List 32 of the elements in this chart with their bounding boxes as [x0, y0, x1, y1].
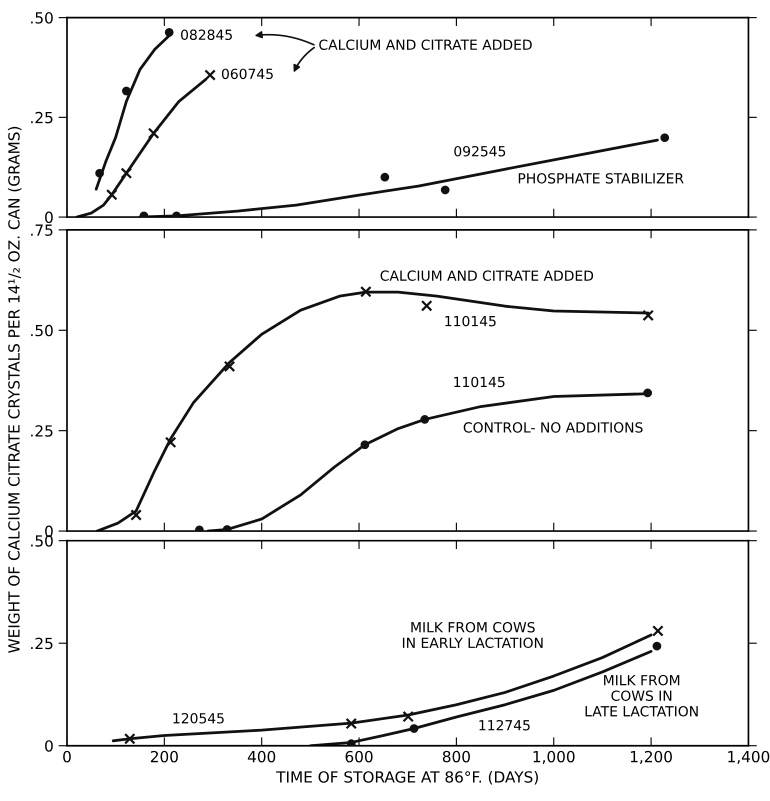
annotation: 112745 [479, 720, 530, 730]
x-tick-label: 400 [248, 750, 276, 762]
y-tick-label: 0 [45, 740, 53, 752]
y-tick-label: .50 [31, 12, 53, 24]
annotation: MILK FROM COWS IN LATE LACTATION [586, 674, 698, 717]
y-tick-label: .50 [31, 324, 53, 336]
annotation: CALCIUM AND CITRATE ADDED [380, 270, 594, 281]
x-tick-label: 1,400 [728, 750, 770, 764]
annotation: 060745 [222, 68, 273, 80]
annotation: 082845 [181, 29, 232, 40]
annotation: 110145 [454, 376, 504, 388]
y-tick-label: .25 [31, 425, 52, 437]
y-tick-label: .25 [31, 638, 52, 650]
x-tick-label: 1,200 [630, 750, 672, 764]
annotation: CONTROL- NO ADDITIONS [464, 422, 643, 433]
x-axis-title: TIME OF STORAGE AT 86°F. (DAYS) [276, 770, 538, 785]
y-tick-label: 0 [45, 212, 53, 224]
x-tick-label: 600 [346, 750, 373, 762]
annotation: PHOSPHATE STABILIZER [518, 173, 684, 184]
annotation: CALCIUM AND CITRATE ADDED [319, 39, 532, 50]
y-tick-label: .75 [31, 224, 52, 236]
y-tick-label: .50 [31, 535, 53, 547]
x-tick-label: 1,000 [534, 750, 575, 764]
annotation: 120545 [173, 713, 224, 724]
x-tick-label: 800 [442, 750, 470, 762]
annotation: 092545 [454, 146, 506, 156]
y-axis-title: WEIGHT OF CALCIUM CITRATE CRYSTALS PER 14¹/₂ OZ. CAN (GRAMS) [8, 126, 22, 653]
annotation: MILK FROM COWS IN EARLY LACTATION [402, 622, 543, 648]
x-tick-label: 0 [63, 750, 71, 762]
annotation: 110145 [445, 316, 496, 326]
x-tick-label: 200 [150, 750, 178, 762]
y-tick-label: .25 [31, 112, 52, 124]
